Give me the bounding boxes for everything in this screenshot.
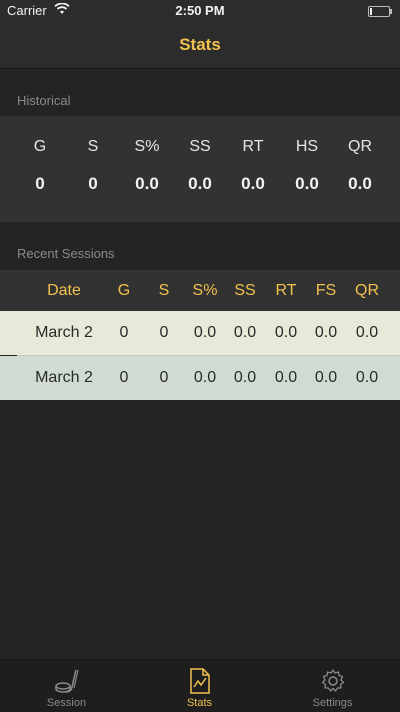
tab-session[interactable]: Session [0,660,133,712]
column-header-g: G [117,282,131,299]
carrier-label: Carrier [7,3,47,18]
cell-qr: 0.0 [355,369,379,386]
tab-stats[interactable]: Stats [133,660,266,712]
cell-date: March 2 [35,369,93,386]
stat-value: 0 [88,174,98,193]
column-header-s: S [158,282,170,299]
stat-value: 0.0 [295,174,319,193]
column-header-fs: FS [315,282,337,299]
tab-bar: Session Stats Settings [0,659,400,712]
cell-qr: 0.0 [355,324,379,341]
cell-fs: 0.0 [314,369,338,386]
wifi-icon [54,2,70,18]
cell-s: 0 [159,324,169,341]
stat-label: QR [348,138,372,155]
column-header-s-percent: S% [192,282,218,299]
stat-label: G [33,138,47,155]
stat-value: 0.0 [135,174,159,193]
tab-label: Session [46,697,87,709]
column-header-rt: RT [275,282,297,299]
stat-label: S [87,138,99,155]
page-title: Stats [179,35,221,54]
stat-label: HS [295,138,319,155]
table-row[interactable]: March 2 0 0 0.0 0.0 0.0 0.0 0.0 [0,356,400,400]
stat-value: 0.0 [348,174,372,193]
cell-s-percent: 0.0 [193,369,217,386]
cell-rt: 0.0 [274,369,298,386]
recent-sessions-header: Recent Sessions [17,246,115,261]
stat-value: 0 [35,174,45,193]
navigation-bar: Stats [0,22,400,69]
cell-g: 0 [119,324,129,341]
tab-label: Stats [186,697,213,709]
chart-document-icon [186,667,214,695]
cell-date: March 2 [35,324,93,341]
stat-label: S% [134,138,160,155]
cell-rt: 0.0 [274,324,298,341]
column-header-qr: QR [355,282,379,299]
cell-ss: 0.0 [233,324,257,341]
cell-s: 0 [159,369,169,386]
cell-g: 0 [119,369,129,386]
tab-settings[interactable]: Settings [266,660,399,712]
cell-s-percent: 0.0 [193,324,217,341]
historical-stats-panel: G 0 S 0 S% 0.0 SS 0.0 RT 0.0 HS 0.0 QR 0… [0,116,400,222]
hockey-stick-icon [53,667,81,695]
status-bar: Carrier 2:50 PM [0,0,400,22]
sessions-table-header: Date G S S% SS RT FS QR [0,270,400,311]
cell-ss: 0.0 [233,369,257,386]
stat-value: 0.0 [241,174,265,193]
stat-label: RT [242,138,264,155]
stat-label: SS [189,138,211,155]
clock: 2:50 PM [175,3,225,18]
row-divider [17,355,400,356]
column-header-ss: SS [234,282,256,299]
cell-fs: 0.0 [314,324,338,341]
tab-label: Settings [312,697,353,709]
stat-value: 0.0 [188,174,212,193]
gear-icon [319,667,347,695]
column-header-date: Date [47,282,81,299]
battery-icon [368,6,392,17]
table-row[interactable]: March 2 0 0 0.0 0.0 0.0 0.0 0.0 [0,311,400,355]
historical-header: Historical [17,93,71,108]
